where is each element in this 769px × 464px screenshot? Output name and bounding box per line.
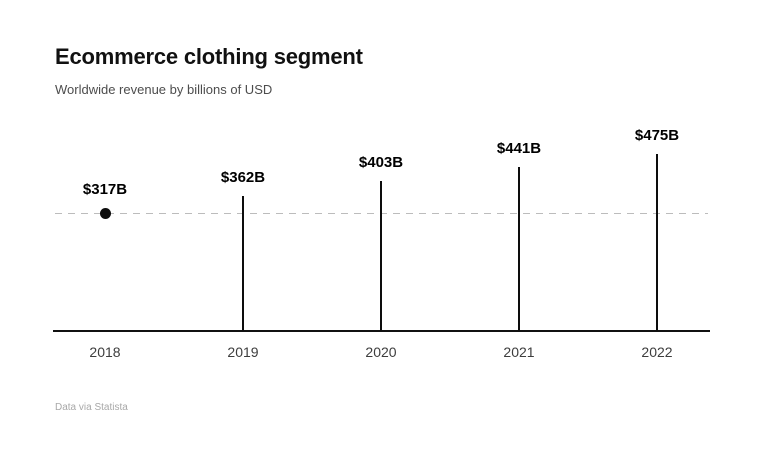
value-label: $441B: [496, 139, 542, 157]
value-label: $362B: [220, 169, 266, 187]
year-label: 2022: [641, 344, 673, 360]
lollipop-stem: [242, 196, 244, 331]
year-label: 2018: [89, 344, 121, 360]
lollipop-stem: [518, 166, 520, 331]
value-label: $403B: [358, 153, 404, 171]
data-point-dot: [99, 207, 111, 219]
chart-title: Ecommerce clothing segment: [55, 44, 363, 69]
lollipop-stem: [380, 180, 382, 331]
source-attribution: Data via Statista: [55, 402, 128, 413]
year-label: 2020: [365, 344, 397, 360]
year-label: 2021: [503, 344, 535, 360]
value-label: $317B: [82, 180, 128, 198]
year-label: 2019: [227, 344, 259, 360]
lollipop-stem: [656, 154, 658, 331]
chart-subtitle: Worldwide revenue by billions of USD: [55, 82, 273, 97]
x-axis-line: [53, 330, 710, 332]
value-label: $475B: [634, 127, 680, 145]
